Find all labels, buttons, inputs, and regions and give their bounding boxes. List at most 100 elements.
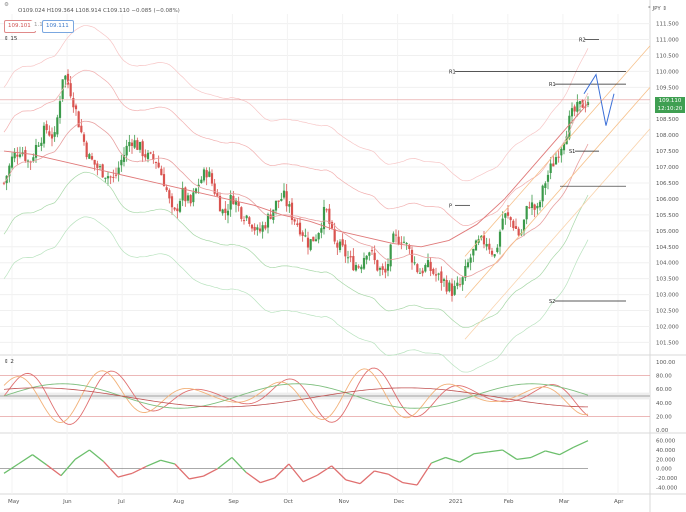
mom-segment — [117, 472, 133, 478]
candle-body — [346, 257, 350, 259]
candle-body — [186, 195, 190, 201]
y-tick-label: 107.500 — [656, 149, 679, 155]
candle-body — [458, 284, 462, 286]
candle-body — [146, 152, 150, 159]
mom-segment — [89, 449, 105, 463]
y-tick-label: 106.000 — [656, 197, 679, 203]
candle-body — [85, 142, 88, 158]
y-tick-label: 110.500 — [656, 53, 679, 59]
settings-icon[interactable]: ⚙ — [4, 2, 9, 8]
candle-body — [109, 176, 112, 178]
x-tick-label: Feb — [504, 499, 514, 505]
candle-body — [330, 221, 334, 229]
candle-body — [16, 154, 19, 157]
candle-body — [128, 141, 131, 147]
mom-tick-label: 60.000 — [656, 439, 676, 445]
mom-segment — [545, 450, 560, 456]
candle-body — [344, 244, 347, 257]
candle-body — [192, 192, 195, 203]
candle-body — [373, 252, 376, 261]
candle-body — [82, 134, 86, 142]
ask-box[interactable]: 109.111 — [42, 20, 74, 33]
band-mid-line — [3, 120, 589, 277]
candle-body — [282, 190, 286, 198]
candle-body — [525, 206, 528, 220]
candle-body — [104, 177, 107, 179]
candle-body — [293, 219, 296, 222]
candle-body — [578, 101, 582, 105]
candle-body — [354, 265, 358, 271]
x-tick-label: Sep — [228, 499, 239, 505]
candle-body — [205, 170, 208, 178]
currency-unit: ° JPY ⇕ — [648, 6, 668, 12]
candle-body — [490, 250, 494, 255]
pivot-label: P — [449, 203, 452, 209]
candle-body — [221, 209, 224, 214]
band-outer-upper-line — [3, 25, 589, 182]
candle-body — [472, 248, 475, 256]
bid-box[interactable]: 109.101 — [4, 20, 36, 33]
candle-body — [381, 266, 384, 270]
main-pane-label: ⇕ 15 — [4, 36, 18, 42]
candle-body — [296, 223, 299, 225]
candle-body — [506, 212, 510, 216]
candle-body — [168, 190, 171, 199]
candle-body — [176, 208, 179, 212]
x-tick-label: Dec — [394, 499, 405, 505]
candle-body — [13, 152, 16, 159]
candle-body — [50, 134, 54, 139]
band-upper-line — [3, 69, 589, 226]
mom-segment — [473, 451, 489, 455]
toolbar: ⚙ — [4, 2, 9, 8]
pivot-label: R1 — [449, 69, 456, 75]
candle-body — [226, 210, 230, 216]
channel-line — [464, 87, 651, 299]
candle-body — [485, 243, 488, 247]
candle-body — [181, 187, 184, 201]
mom-segment — [3, 463, 19, 474]
candle-body — [429, 261, 432, 271]
candle-body — [530, 202, 534, 209]
candle-body — [357, 266, 360, 268]
y-tick-label: 110.000 — [656, 69, 679, 75]
candle-body — [568, 115, 571, 139]
mom-segment — [146, 459, 161, 467]
candle-body — [317, 233, 320, 240]
candle-body — [149, 152, 152, 154]
candle-body — [434, 274, 438, 276]
price-tag-countdown: 12:10:20 — [657, 106, 683, 112]
candle-body — [8, 165, 11, 177]
y-tick-label: 102.000 — [656, 324, 679, 330]
mom-segment — [559, 446, 575, 456]
osc-slow-line — [3, 368, 589, 424]
candle-body — [480, 235, 483, 238]
pivot-label: S2 — [549, 299, 555, 305]
candle-body — [98, 166, 102, 168]
candle-body — [413, 262, 416, 264]
price-tag: 109.110 12:10:20 — [655, 97, 685, 113]
mom-segment — [74, 449, 90, 460]
candle-body — [410, 249, 414, 263]
candle-body — [122, 154, 126, 162]
y-tick-label: 108.500 — [656, 117, 679, 123]
candle-body — [392, 233, 395, 243]
mom-tick-label: 20.000 — [656, 457, 676, 463]
candle-body — [432, 268, 435, 274]
candle-body — [360, 266, 363, 270]
candle-body — [248, 217, 251, 224]
candle-body — [240, 207, 243, 219]
osc-pane-label: ⇕ 2 — [4, 359, 14, 365]
candle-body — [26, 160, 30, 162]
mom-tick-label: 0.000 — [656, 467, 672, 473]
candle-body — [424, 265, 427, 272]
candle-body — [562, 143, 566, 151]
mom-segment — [245, 471, 261, 484]
mom-segment — [516, 456, 532, 460]
candle-body — [106, 176, 110, 179]
candle-body — [74, 105, 78, 110]
mom-segment — [530, 450, 546, 459]
candle-body — [576, 101, 579, 112]
mom-segment — [217, 456, 233, 470]
candle-body — [250, 224, 254, 229]
